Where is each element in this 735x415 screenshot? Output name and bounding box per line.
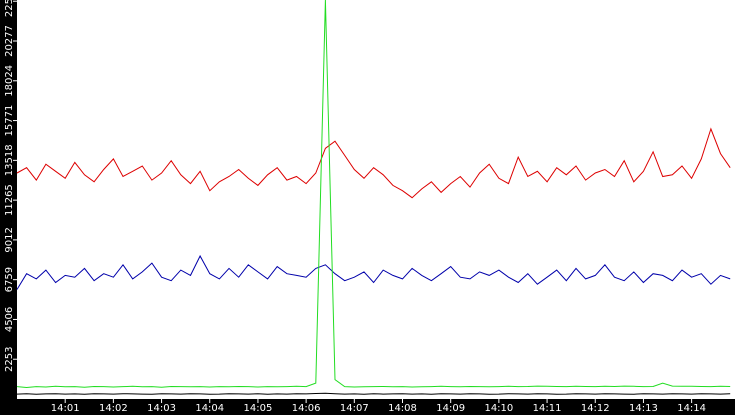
series-line xyxy=(16,392,731,395)
x-tick-label: 14:11 xyxy=(533,403,562,414)
y-tick-label: 11265 xyxy=(4,184,15,216)
series-line xyxy=(16,254,731,290)
series-line xyxy=(16,127,731,199)
y-tick-label: 4506 xyxy=(4,307,15,332)
y-tick-label: 18024 xyxy=(4,65,15,97)
series-line xyxy=(16,0,731,389)
x-tick-label: 14:14 xyxy=(677,403,706,414)
x-tick-label: 14:09 xyxy=(436,403,465,414)
x-tick-label: 14:03 xyxy=(147,403,176,414)
y-tick-label: 22531 xyxy=(4,0,15,17)
y-tick-label: 13518 xyxy=(4,144,15,176)
y-tick-label: 2253 xyxy=(4,346,15,371)
x-tick-label: 14:08 xyxy=(388,403,417,414)
x-tick-label: 14:02 xyxy=(99,403,128,414)
x-tick-label: 14:05 xyxy=(244,403,273,414)
x-tick-label: 14:10 xyxy=(484,403,513,414)
x-tick-label: 14:01 xyxy=(51,403,80,414)
x-tick-label: 14:04 xyxy=(195,403,224,414)
y-tick-label: 9012 xyxy=(4,227,15,252)
x-axis-strip xyxy=(0,399,735,415)
x-tick-label: 14:13 xyxy=(629,403,658,414)
y-axis-strip xyxy=(0,0,17,415)
y-tick-label: 20277 xyxy=(4,25,15,57)
x-tick-label: 14:12 xyxy=(581,403,610,414)
y-tick-label: 15771 xyxy=(4,105,15,137)
y-tick-label: 6759 xyxy=(4,267,15,292)
x-tick-label: 14:06 xyxy=(292,403,321,414)
x-tick-label: 14:07 xyxy=(340,403,369,414)
